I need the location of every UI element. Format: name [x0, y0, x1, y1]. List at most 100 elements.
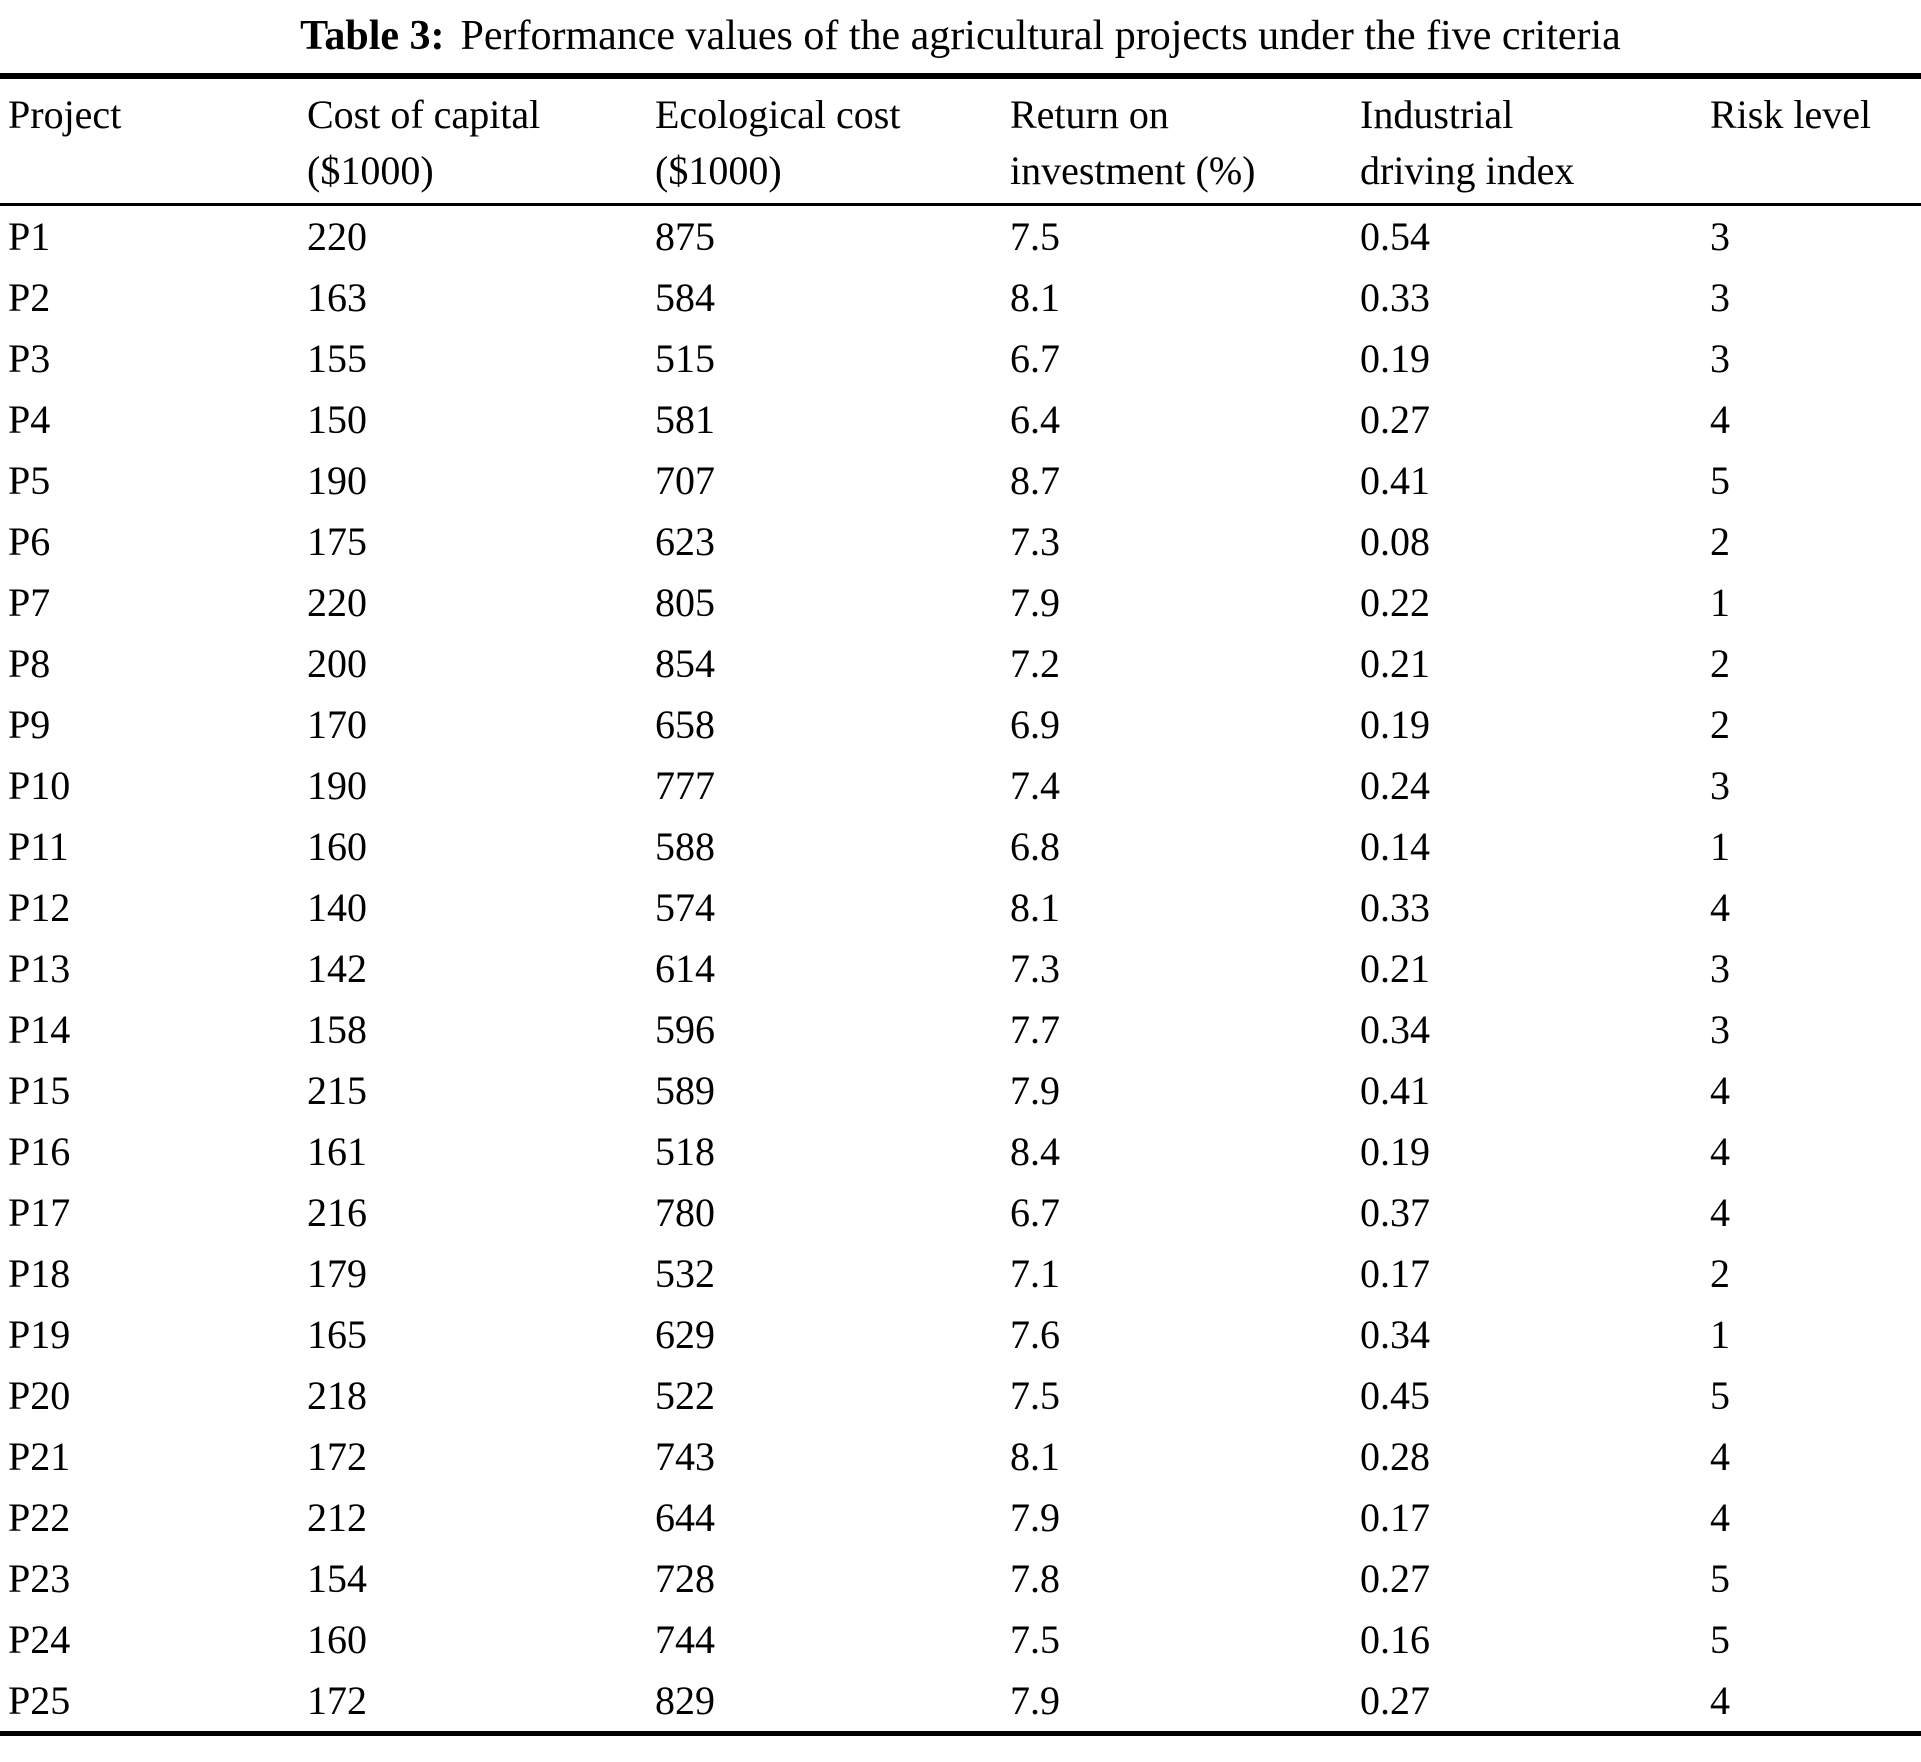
column-header-project: Project: [0, 76, 307, 206]
column-header-return-on-investment: Return on investment (%): [1010, 76, 1360, 206]
cell-ecological-cost: 805: [655, 580, 715, 625]
cell-project: P22: [8, 1495, 71, 1540]
table-row: P12 140 574 8.1 0.33 4: [0, 877, 1921, 938]
cell-ecological-cost: 614: [655, 946, 715, 991]
cell-return-on-investment: 7.3: [1010, 946, 1060, 991]
cell-ecological-cost: 644: [655, 1495, 715, 1540]
cell-project: P19: [8, 1312, 71, 1357]
cell-project: P5: [8, 458, 51, 503]
cell-project: P17: [8, 1190, 71, 1235]
cell-return-on-investment: 7.9: [1010, 1678, 1060, 1723]
cell-industrial-driving-index: 0.19: [1360, 336, 1430, 381]
header-line: ($1000): [307, 148, 434, 193]
cell-ecological-cost: 777: [655, 763, 715, 808]
cell-cost-of-capital: 220: [307, 214, 367, 259]
column-header-cost-of-capital: Cost of capital ($1000): [307, 76, 655, 206]
cell-project: P6: [8, 519, 51, 564]
cell-risk-level: 4: [1710, 1495, 1730, 1540]
cell-return-on-investment: 6.7: [1010, 1190, 1060, 1235]
cell-cost-of-capital: 216: [307, 1190, 367, 1235]
header-line: driving index: [1360, 148, 1575, 193]
cell-project: P12: [8, 885, 71, 930]
cell-industrial-driving-index: 0.28: [1360, 1434, 1430, 1479]
cell-ecological-cost: 743: [655, 1434, 715, 1479]
cell-return-on-investment: 6.7: [1010, 336, 1060, 381]
table-row: P13 142 614 7.3 0.21 3: [0, 938, 1921, 999]
table-caption-label: Table 3:: [300, 13, 445, 59]
cell-ecological-cost: 780: [655, 1190, 715, 1235]
cell-risk-level: 4: [1710, 885, 1730, 930]
cell-cost-of-capital: 140: [307, 885, 367, 930]
cell-industrial-driving-index: 0.08: [1360, 519, 1430, 564]
cell-cost-of-capital: 155: [307, 336, 367, 381]
cell-ecological-cost: 744: [655, 1617, 715, 1662]
cell-ecological-cost: 589: [655, 1068, 715, 1113]
cell-ecological-cost: 518: [655, 1129, 715, 1174]
cell-industrial-driving-index: 0.54: [1360, 214, 1430, 259]
cell-industrial-driving-index: 0.33: [1360, 275, 1430, 320]
cell-return-on-investment: 7.5: [1010, 214, 1060, 259]
cell-cost-of-capital: 158: [307, 1007, 367, 1052]
cell-risk-level: 2: [1710, 1251, 1730, 1296]
cell-project: P16: [8, 1129, 71, 1174]
cell-ecological-cost: 623: [655, 519, 715, 564]
cell-project: P7: [8, 580, 51, 625]
cell-industrial-driving-index: 0.27: [1360, 1556, 1430, 1601]
cell-project: P25: [8, 1678, 71, 1723]
cell-industrial-driving-index: 0.14: [1360, 824, 1430, 869]
table-row: P19 165 629 7.6 0.34 1: [0, 1304, 1921, 1365]
cell-ecological-cost: 728: [655, 1556, 715, 1601]
cell-risk-level: 5: [1710, 1617, 1730, 1662]
cell-ecological-cost: 532: [655, 1251, 715, 1296]
cell-risk-level: 5: [1710, 1373, 1730, 1418]
column-header-ecological-cost: Ecological cost ($1000): [655, 76, 1010, 206]
table-row: P14 158 596 7.7 0.34 3: [0, 999, 1921, 1060]
cell-project: P2: [8, 275, 51, 320]
cell-industrial-driving-index: 0.34: [1360, 1312, 1430, 1357]
cell-cost-of-capital: 165: [307, 1312, 367, 1357]
cell-risk-level: 4: [1710, 397, 1730, 442]
cell-cost-of-capital: 172: [307, 1678, 367, 1723]
cell-ecological-cost: 522: [655, 1373, 715, 1418]
cell-cost-of-capital: 220: [307, 580, 367, 625]
cell-industrial-driving-index: 0.34: [1360, 1007, 1430, 1052]
table-row: P2 163 584 8.1 0.33 3: [0, 267, 1921, 328]
cell-ecological-cost: 515: [655, 336, 715, 381]
cell-industrial-driving-index: 0.41: [1360, 1068, 1430, 1113]
cell-project: P24: [8, 1617, 71, 1662]
cell-return-on-investment: 6.4: [1010, 397, 1060, 442]
cell-ecological-cost: 707: [655, 458, 715, 503]
header-line: Ecological cost: [655, 92, 901, 137]
cell-return-on-investment: 7.2: [1010, 641, 1060, 686]
cell-project: P3: [8, 336, 51, 381]
table-body: P1 220 875 7.5 0.54 3 P2 163 584 8.1 0.33 3 P3 155 515…: [0, 205, 1921, 1734]
table-row: P6 175 623 7.3 0.08 2: [0, 511, 1921, 572]
cell-return-on-investment: 7.8: [1010, 1556, 1060, 1601]
cell-return-on-investment: 6.9: [1010, 702, 1060, 747]
cell-ecological-cost: 588: [655, 824, 715, 869]
cell-project: P11: [8, 824, 69, 869]
cell-cost-of-capital: 150: [307, 397, 367, 442]
cell-industrial-driving-index: 0.17: [1360, 1251, 1430, 1296]
cell-industrial-driving-index: 0.45: [1360, 1373, 1430, 1418]
header-line: Cost of capital: [307, 92, 541, 137]
cell-risk-level: 4: [1710, 1190, 1730, 1235]
table-row: P20 218 522 7.5 0.45 5: [0, 1365, 1921, 1426]
cell-industrial-driving-index: 0.27: [1360, 397, 1430, 442]
cell-industrial-driving-index: 0.16: [1360, 1617, 1430, 1662]
cell-risk-level: 3: [1710, 275, 1730, 320]
cell-cost-of-capital: 215: [307, 1068, 367, 1113]
cell-cost-of-capital: 161: [307, 1129, 367, 1174]
cell-project: P1: [8, 214, 51, 259]
performance-table: Project Cost of capital ($1000) Ecologic…: [0, 73, 1921, 1736]
cell-cost-of-capital: 179: [307, 1251, 367, 1296]
column-header-risk-level: Risk level: [1710, 76, 1921, 206]
cell-return-on-investment: 7.5: [1010, 1617, 1060, 1662]
cell-project: P13: [8, 946, 71, 991]
cell-risk-level: 5: [1710, 458, 1730, 503]
cell-ecological-cost: 584: [655, 275, 715, 320]
cell-return-on-investment: 7.9: [1010, 1068, 1060, 1113]
cell-cost-of-capital: 172: [307, 1434, 367, 1479]
cell-industrial-driving-index: 0.22: [1360, 580, 1430, 625]
cell-industrial-driving-index: 0.27: [1360, 1678, 1430, 1723]
